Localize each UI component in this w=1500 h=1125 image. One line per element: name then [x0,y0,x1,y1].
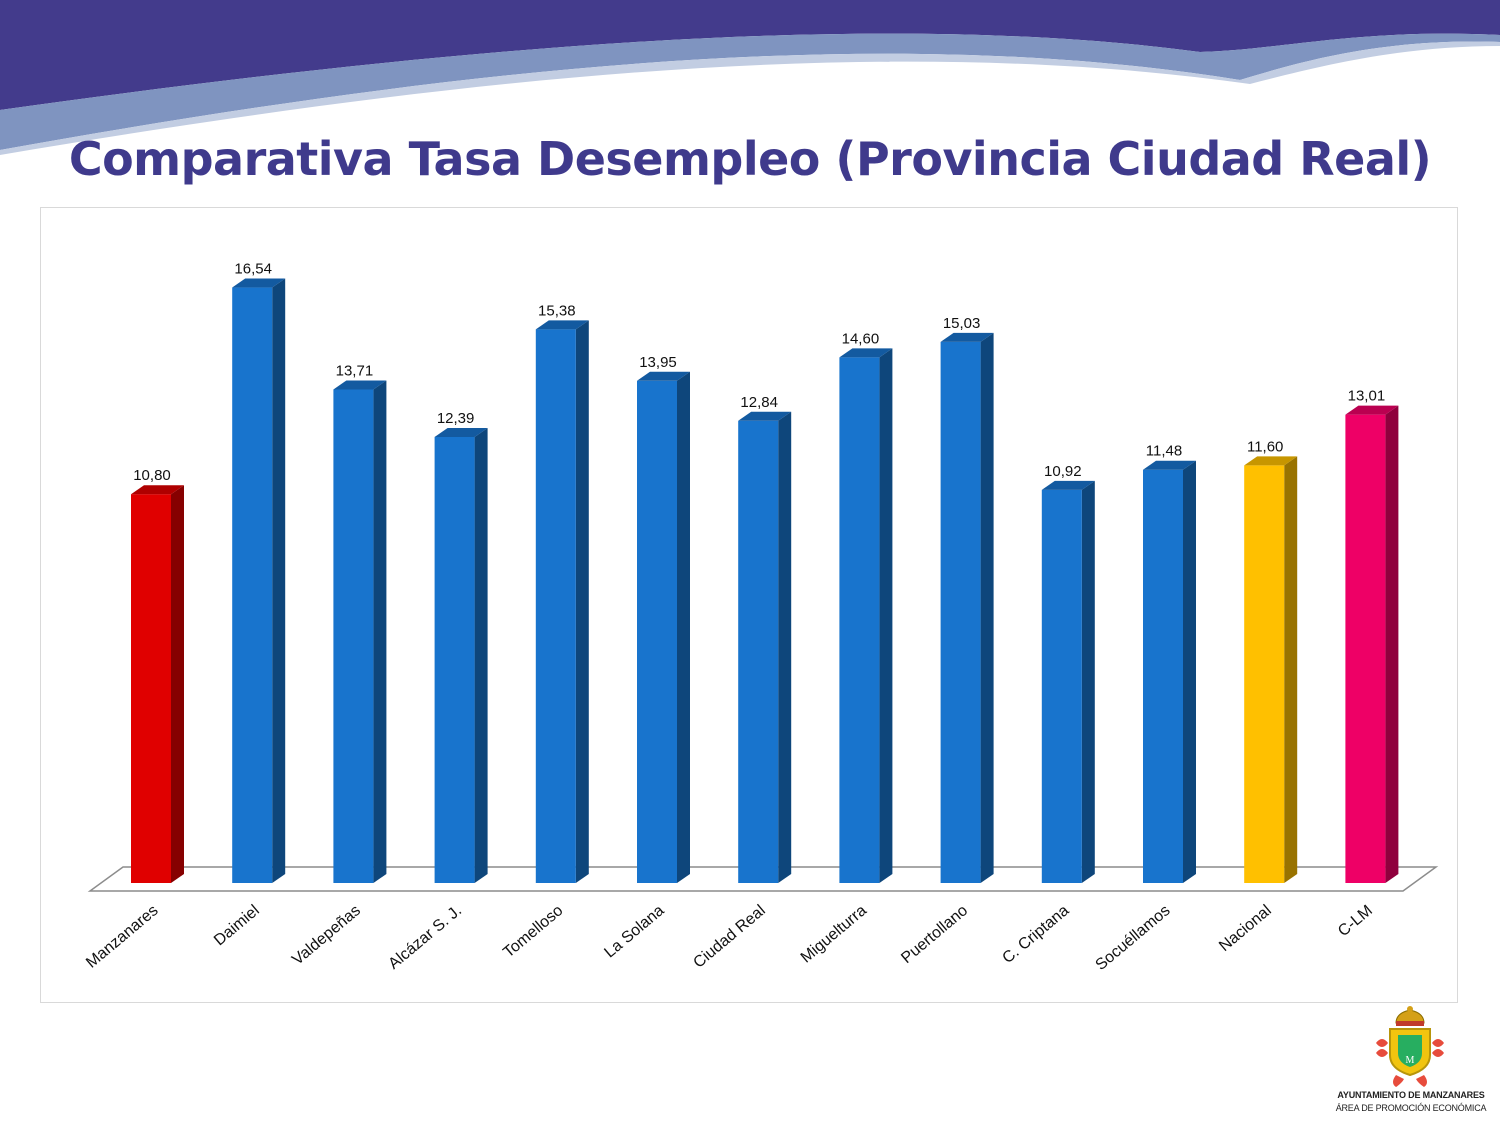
value-label-7: 12,84 [740,394,778,411]
bar-top-5 [535,320,589,330]
category-label-1: Manzanares [83,902,161,972]
value-label-8: 14,60 [842,330,880,347]
category-label-10: C. Criptana [999,902,1072,967]
bar-7 [738,411,792,883]
category-label-12: Nacional [1216,902,1275,955]
bar-front-1 [131,494,171,883]
bar-top-3 [333,380,387,390]
bar-top-11 [1143,460,1196,470]
value-label-3: 13,71 [336,362,374,379]
bar-side-6 [677,371,690,883]
coat-of-arms-icon: M [1376,1006,1444,1087]
category-label-6: La Solana [601,902,667,961]
bar-1 [131,485,184,883]
category-label-8: Miguelturra [798,902,870,967]
category-label-9: Puertollano [898,902,971,967]
bar-9 [940,332,994,883]
value-label-10: 10,92 [1044,463,1082,480]
bar-side-3 [373,380,387,883]
category-label-4: Alcázar S. J. [385,902,465,973]
category-label-13: C-LM [1335,902,1376,940]
bar-5 [535,320,589,883]
bar-front-3 [333,389,374,883]
value-label-6: 13,95 [639,354,677,371]
bar-side-13 [1385,405,1399,883]
value-label-5: 15,38 [538,302,576,319]
bar-front-10 [1041,489,1082,883]
bar-4 [434,427,488,883]
value-label-9: 15,03 [943,315,981,332]
bar-10 [1041,480,1095,883]
bar-front-2 [232,287,273,883]
org-department: ÁREA DE PROMOCIÓN ECONÓMICA [1335,1103,1487,1113]
chart-category-labels: Manzanares Daimiel Valdepeñas Alcázar S. J.… [83,902,1376,974]
bar-side-4 [474,427,488,883]
bar-front-5 [535,329,576,883]
bar-side-5 [575,320,589,883]
bar-top-7 [738,411,792,421]
bar-side-8 [879,348,893,883]
value-label-2: 16,54 [234,261,272,278]
bar-top-9 [940,332,994,342]
bar-front-12 [1244,465,1285,883]
header-banner [0,0,1500,156]
bar-side-10 [1081,480,1095,883]
bar-top-2 [232,278,286,288]
value-label-1: 10,80 [133,467,171,484]
category-label-3: Valdepeñas [289,902,364,969]
bar-3 [333,380,387,883]
chart-bars [131,278,1399,883]
category-label-5: Tomelloso [500,902,566,961]
page-title: Comparativa Tasa Desempleo (Provincia Ci… [68,132,1432,186]
value-label-11: 11,48 [1146,443,1182,460]
bar-side-12 [1284,456,1298,883]
category-label-7: Ciudad Real [690,902,768,972]
org-name: AYUNTAMIENTO DE MANZANARES [1337,1090,1485,1100]
bar-side-7 [778,411,792,883]
bar-top-4 [434,427,488,437]
value-label-4: 12,39 [437,410,475,427]
bar-front-11 [1143,469,1183,883]
chart-value-labels: 10,80 16,54 13,71 12,39 15,38 13,95 12,84 14,60… [133,261,1385,485]
bar-8 [839,348,893,883]
category-label-11: Socuéllamos [1092,902,1173,974]
bar-top-13 [1345,405,1399,415]
bar-12 [1244,456,1298,883]
bar-11 [1143,460,1196,883]
bar-6 [637,371,690,883]
bar-front-8 [839,357,880,883]
bar-front-9 [940,341,981,883]
bar-2 [232,278,286,883]
bar-side-11 [1183,460,1196,883]
bar-front-13 [1345,414,1386,883]
bar-top-10 [1041,480,1095,490]
bar-top-6 [637,371,690,381]
value-label-12: 11,60 [1247,438,1283,455]
bar-front-6 [637,380,677,883]
bar-front-7 [738,420,779,883]
category-label-2: Daimiel [211,902,263,949]
value-label-13: 13,01 [1348,388,1386,405]
bar-13 [1345,405,1399,883]
bar-front-4 [434,436,475,883]
bar-side-9 [980,332,994,883]
bar-top-8 [839,348,893,358]
bar-side-1 [171,485,184,883]
bar-top-12 [1244,456,1298,466]
bar-side-2 [272,278,286,883]
svg-text:M: M [1406,1055,1415,1066]
bar-top-1 [131,485,184,495]
